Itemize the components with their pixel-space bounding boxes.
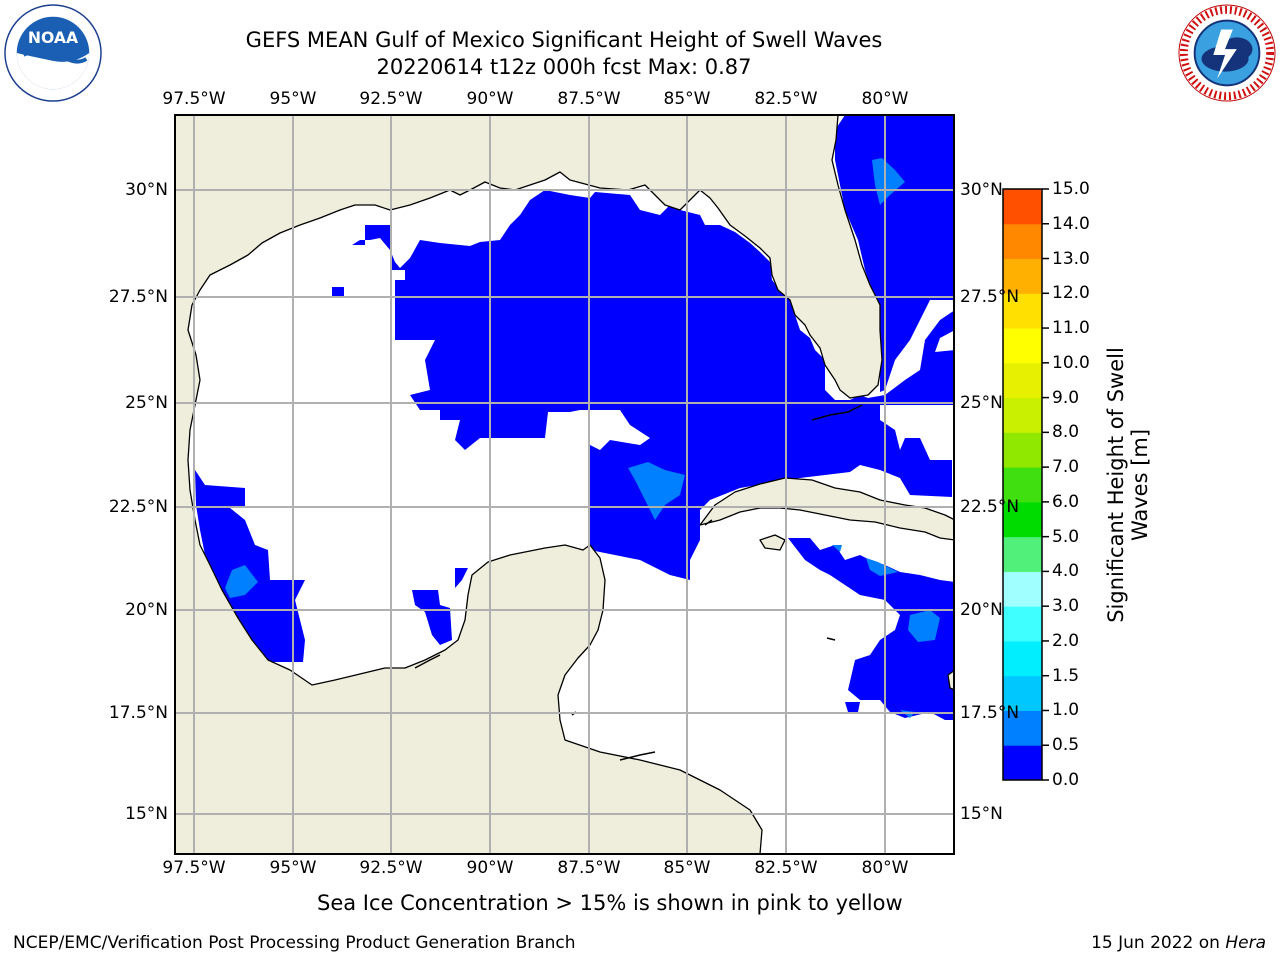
lat-label-left: 17.5°N bbox=[108, 703, 168, 723]
colorbar-band bbox=[1003, 362, 1042, 399]
lat-label-left: 27.5°N bbox=[108, 287, 168, 307]
colorbar-tick-label: 14.0 bbox=[1052, 213, 1090, 234]
coastline-details bbox=[414, 404, 863, 761]
colorbar-band bbox=[1003, 675, 1042, 711]
footer-date: 15 Jun 2022 on Hera bbox=[1091, 933, 1266, 953]
colorbar-tick-label: 3.0 bbox=[1052, 596, 1080, 617]
colorbar-band bbox=[1003, 710, 1042, 746]
footer-credit: NCEP/EMC/Verification Post Processing Pr… bbox=[13, 933, 576, 953]
lon-label-bottom: 92.5°W bbox=[359, 858, 423, 878]
footer-date-text: 15 Jun 2022 on bbox=[1091, 933, 1226, 953]
colorbar-tick-label: 9.0 bbox=[1052, 387, 1080, 408]
lat-label-left: 25°N bbox=[125, 393, 168, 413]
lon-label-bottom: 80°W bbox=[861, 858, 909, 878]
nws-logo bbox=[1178, 4, 1276, 102]
colorbar-frame bbox=[1002, 188, 1043, 781]
lat-label-right: 15°N bbox=[960, 804, 1003, 824]
lon-label-bottom: 90°W bbox=[466, 858, 514, 878]
lat-label-right: 17.5°N bbox=[960, 703, 1020, 723]
colorbar-tick-label: 0.5 bbox=[1052, 735, 1080, 756]
chart-title: GEFS MEAN Gulf of Mexico Significant Hei… bbox=[245, 28, 883, 52]
colorbar-band bbox=[1003, 467, 1042, 503]
lat-label-left: 22.5°N bbox=[108, 497, 168, 517]
lon-label-top: 80°W bbox=[861, 89, 909, 109]
noaa-logo-text: NOAA bbox=[28, 28, 79, 47]
colorbar bbox=[1003, 189, 1042, 781]
colorbar-ticks bbox=[1042, 188, 1049, 781]
colorbar-tick-label: 15.0 bbox=[1052, 179, 1090, 199]
colorbar-label-line2: Waves [m] bbox=[1128, 428, 1152, 542]
lon-label-bottom: 95°W bbox=[269, 858, 317, 878]
colorbar-band bbox=[1003, 397, 1042, 433]
colorbar-label-line1: Significant Height of Swell bbox=[1104, 347, 1128, 623]
lat-label-right: 25°N bbox=[960, 393, 1003, 413]
colorbar-tick-label: 7.0 bbox=[1052, 457, 1080, 478]
colorbar-tick-label: 2.0 bbox=[1052, 630, 1080, 651]
colorbar-band bbox=[1003, 501, 1042, 538]
colorbar-band bbox=[1003, 745, 1042, 781]
gridlines bbox=[175, 115, 954, 854]
colorbar-band bbox=[1003, 189, 1042, 225]
colorbar-tick-label: 5.0 bbox=[1052, 526, 1080, 547]
colorbar-band bbox=[1003, 328, 1042, 364]
lat-label-left: 30°N bbox=[125, 180, 168, 200]
land-areas bbox=[175, 115, 954, 854]
lat-label-right: 27.5°N bbox=[960, 287, 1020, 307]
lon-label-bottom: 82.5°W bbox=[754, 858, 818, 878]
lat-label-right: 30°N bbox=[960, 180, 1003, 200]
footer-host: Hera bbox=[1225, 933, 1266, 953]
colorbar-tick-label: 6.0 bbox=[1052, 491, 1080, 512]
colorbar-band bbox=[1003, 571, 1042, 607]
colorbar-band bbox=[1003, 606, 1042, 642]
lon-label-top: 95°W bbox=[269, 89, 317, 109]
lon-label-top: 82.5°W bbox=[754, 89, 818, 109]
colorbar-tick-label: 8.0 bbox=[1052, 422, 1080, 443]
colorbar-band bbox=[1003, 432, 1042, 468]
lat-label-left: 15°N bbox=[125, 804, 168, 824]
colorbar-tick-label: 1.0 bbox=[1052, 700, 1080, 721]
colorbar-band bbox=[1003, 293, 1042, 329]
sea-ice-note: Sea Ice Concentration > 15% is shown in … bbox=[317, 891, 903, 915]
lon-label-bottom: 87.5°W bbox=[557, 858, 621, 878]
colorbar-label: Significant Height of Swell Waves [m] bbox=[1104, 347, 1152, 623]
noaa-logo: NOAA bbox=[4, 4, 102, 102]
colorbar-band bbox=[1003, 640, 1042, 677]
lon-label-bottom: 85°W bbox=[663, 858, 711, 878]
swell-region-0-0.5m bbox=[195, 115, 954, 720]
colorbar-tick-label: 11.0 bbox=[1052, 318, 1090, 339]
colorbar-tick-label: 13.0 bbox=[1052, 248, 1090, 269]
lon-label-top: 92.5°W bbox=[359, 89, 423, 109]
lon-label-top: 97.5°W bbox=[162, 89, 226, 109]
colorbar-tick-label: 0.0 bbox=[1052, 770, 1080, 790]
colorbar-band bbox=[1003, 258, 1042, 294]
map-frame bbox=[174, 114, 955, 855]
colorbar-tick-label: 4.0 bbox=[1052, 561, 1080, 582]
colorbar-band bbox=[1003, 536, 1042, 572]
colorbar-tick-label: 1.5 bbox=[1052, 665, 1080, 686]
chart-subtitle: 20220614 t12z 000h fcst Max: 0.87 bbox=[376, 55, 752, 79]
lat-label-right: 20°N bbox=[960, 600, 1003, 620]
lat-label-left: 20°N bbox=[125, 600, 168, 620]
colorbar-band bbox=[1003, 223, 1042, 260]
colorbar-tick-label: 10.0 bbox=[1052, 352, 1090, 373]
lon-label-top: 90°W bbox=[466, 89, 514, 109]
lon-label-bottom: 97.5°W bbox=[162, 858, 226, 878]
lon-label-top: 87.5°W bbox=[557, 89, 621, 109]
lon-label-top: 85°W bbox=[663, 89, 711, 109]
colorbar-tick-label: 12.0 bbox=[1052, 283, 1090, 304]
lat-label-right: 22.5°N bbox=[960, 497, 1020, 517]
